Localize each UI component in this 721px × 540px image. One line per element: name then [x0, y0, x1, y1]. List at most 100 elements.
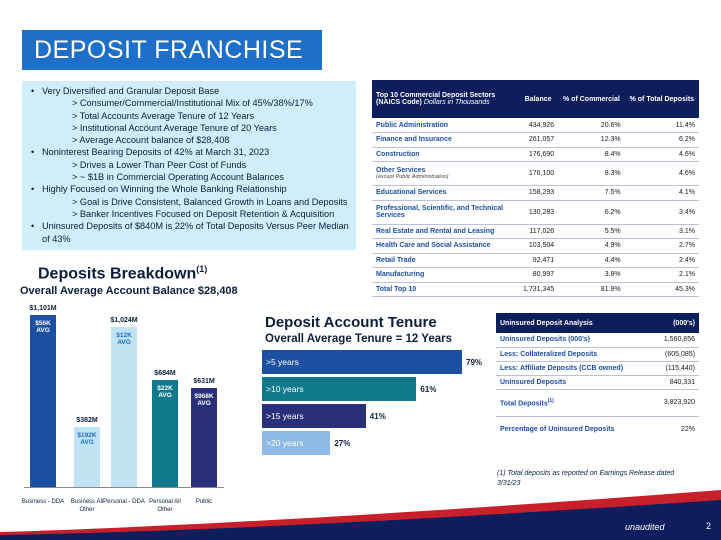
table-row: Educational Services 158,293 7.5% 4.1%	[372, 185, 699, 201]
table-row: Manufacturing 80,997 3.8% 2.1%	[372, 267, 699, 283]
sector-name: Health Care and Social Assistance	[372, 238, 518, 254]
table-row: Real Estate and Rental and Leasing 117,02…	[372, 224, 699, 239]
table-row: Professional, Scientific, and Technical …	[372, 200, 699, 225]
bar-value-label: $1,101M	[29, 305, 57, 312]
breakdown-title-text: Deposits Breakdown	[38, 265, 197, 283]
tenure-bar: >20 years	[262, 431, 331, 455]
table-row: Less: Collateralized Deposits (605,085)	[496, 347, 699, 362]
bullet-item: Highly Focused on Winning the Whole Bank…	[30, 183, 350, 196]
sector-name: Retail Trade	[372, 253, 518, 268]
bullet-item: Uninsured Deposits of $840M is 22% of To…	[30, 220, 350, 245]
uninsured-unit: (000's)	[652, 313, 699, 333]
bar-category-label: Personal - DDA	[103, 499, 145, 505]
tenure-title: Deposit Account Tenure	[265, 314, 437, 331]
tenure-bar: >10 years	[262, 377, 417, 401]
table-row: Uninsured Deposits (000's) 1,560,856	[496, 333, 699, 348]
table-header-row: Top 10 Commercial Deposit Sectors (NAICS…	[372, 80, 699, 118]
sector-pct-commercial: 8.3%	[558, 161, 625, 186]
bar	[191, 388, 217, 487]
sector-name-text: Retail Trade	[376, 256, 416, 264]
sector-pct-total: 2.4%	[624, 253, 699, 268]
pct-commercial-header: % of Commercial	[558, 80, 625, 118]
sector-pct-total: 2.7%	[624, 238, 699, 254]
breakdown-subtitle: Overall Average Account Balance $28,408	[20, 285, 238, 297]
bar-value-label: $684M	[154, 370, 176, 378]
sector-pct-total: 4.6%	[624, 161, 699, 186]
breakdown-title-note: (1)	[196, 264, 208, 274]
uninsured-table: Uninsured Deposit Analysis (000's) Unins…	[496, 313, 699, 443]
table-row: Health Care and Social Assistance 103,504…	[372, 238, 699, 254]
sector-pct-commercial: 4.9%	[558, 238, 625, 254]
sector-balance: 117,026	[518, 224, 559, 239]
uninsured-label: Total Deposits(1)	[496, 389, 653, 417]
uninsured-label: Percentage of Uninsured Deposits	[500, 426, 615, 434]
sector-name: Total Top 10	[372, 282, 518, 297]
sub-bullet: > Average Account balance of $28,408	[72, 135, 230, 146]
bar-avg-label: $12K AVG	[116, 332, 132, 347]
sub-bullet: > Goal is Drive Consistent, Balanced Gro…	[72, 196, 348, 207]
sector-balance: 1,731,345	[518, 282, 559, 297]
sector-pct-total: 3.1%	[624, 224, 699, 239]
sector-header: Top 10 Commercial Deposit Sectors (NAICS…	[372, 80, 518, 118]
sector-balance: 434,926	[518, 118, 559, 133]
balance-header: Balance	[518, 80, 559, 118]
uninsured-label: Less: Affiliate Deposits (CCB owned)	[496, 361, 653, 376]
bar-category-label: Business All Other	[70, 499, 104, 513]
page-title-bar: DEPOSIT FRANCHISE	[22, 30, 322, 70]
bullet-item: Noninterest Bearing Deposits of 42% at M…	[30, 146, 350, 159]
uninsured-label: Less: Collateralized Deposits	[496, 347, 653, 362]
sector-name: Educational Services	[372, 185, 518, 201]
tenure-bar-value: 79%	[466, 358, 483, 367]
table-row: Uninsured Deposits 840,331	[496, 375, 699, 390]
sector-name-text: Finance and Insurance	[376, 136, 452, 144]
sector-name-text: Total Top 10	[376, 285, 417, 293]
tenure-bar: >5 years	[262, 350, 462, 374]
tenure-bar-value: 61%	[420, 385, 437, 394]
sector-pct-commercial: 8.4%	[558, 147, 625, 162]
sector-name-text: Real Estate and Rental and Leasing	[376, 227, 495, 235]
sector-pct-total: 11.4%	[624, 118, 699, 133]
bar-category-label: Public	[195, 499, 213, 505]
sector-pct-commercial: 3.8%	[558, 267, 625, 283]
sector-balance: 103,504	[518, 238, 559, 254]
bar-value-label: $382M	[76, 417, 98, 425]
sector-header-title: Top 10 Commercial Deposit Sectors (NAICS…	[376, 92, 496, 106]
sector-pct-total: 2.1%	[624, 267, 699, 283]
bar-avg-label: $968K AVG	[194, 393, 214, 408]
sector-pct-total: 45.3%	[624, 282, 699, 297]
sector-header-units: Dollars in Thousands	[423, 99, 490, 106]
sector-name: Other Services (except Public Administrat…	[372, 161, 518, 186]
sector-name-text: Educational Services	[376, 189, 447, 197]
bar	[74, 427, 100, 487]
table-row: Percentage of Uninsured Deposits 22%	[496, 416, 699, 443]
sector-balance: 176,690	[518, 147, 559, 162]
sector-pct-commercial: 4.4%	[558, 253, 625, 268]
sector-balance: 158,293	[518, 185, 559, 201]
tenure-bar-value: 27%	[334, 439, 351, 448]
bar-category-label: Business - DDA	[21, 499, 65, 505]
table-row: Less: Affiliate Deposits (CCB owned) (115…	[496, 361, 699, 376]
bar	[30, 315, 56, 487]
uninsured-title: Uninsured Deposit Analysis	[496, 313, 653, 333]
sector-pct-commercial: 5.5%	[558, 224, 625, 239]
bar-value-label: $631M	[193, 378, 215, 386]
uninsured-value: (115,440)	[652, 361, 699, 376]
sector-balance: 80,997	[518, 267, 559, 283]
sector-name-text: Professional, Scientific, and Technical …	[376, 205, 504, 219]
pct-total-header: % of Total Deposits	[624, 80, 699, 118]
bullet-item: Very Diversified and Granular Deposit Ba…	[30, 85, 350, 98]
sector-name: Professional, Scientific, and Technical …	[372, 200, 518, 225]
sector-name-text: Other Services	[376, 167, 426, 174]
sector-pct-commercial: 7.5%	[558, 185, 625, 201]
table-row: Retail Trade 92,471 4.4% 2.4%	[372, 253, 699, 268]
sector-pct-commercial: 20.6%	[558, 118, 625, 133]
chart-axis	[24, 487, 224, 488]
bar	[152, 380, 178, 487]
table-header-row: Uninsured Deposit Analysis (000's)	[496, 313, 699, 333]
sub-bullet: > Banker Incentives Focused on Deposit R…	[72, 208, 335, 219]
sector-name-text: Manufacturing	[376, 271, 425, 279]
sub-bullet: > Drives a Lower Than Peer Cost of Funds	[72, 159, 247, 170]
table-row: Construction 176,690 8.4% 4.6%	[372, 147, 699, 162]
sector-balance: 92,471	[518, 253, 559, 268]
uninsured-value: (605,085)	[652, 347, 699, 362]
